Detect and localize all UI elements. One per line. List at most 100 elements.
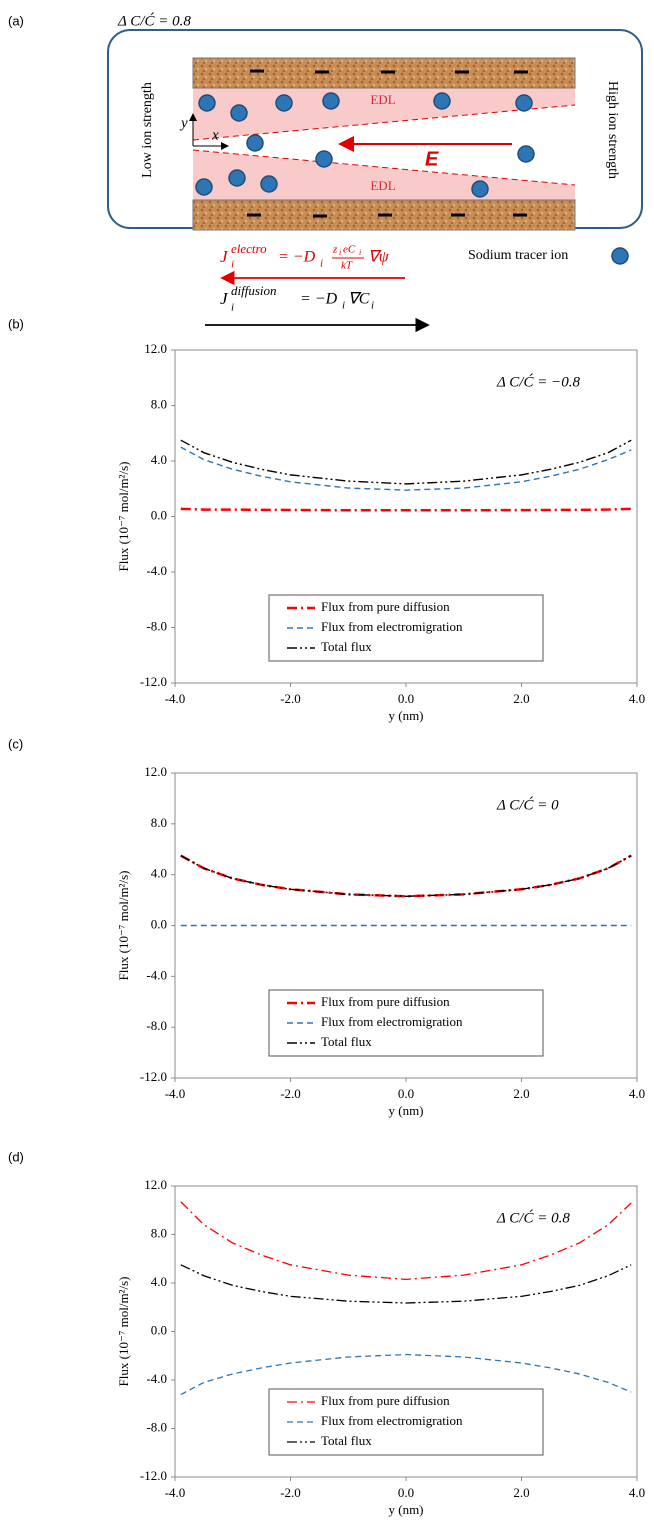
edl-boundary (192, 104, 576, 141)
chart: (b) -12.0 -8.0 -4.0 0.0 4.0 8.0 12.0 -4.0 -2.0 0.0… (8, 316, 645, 723)
eq-text: kT (341, 260, 353, 272)
panel-label: (d) (8, 1149, 24, 1164)
series-line (180, 507, 632, 512)
legend-label: Flux from electromigration (321, 1413, 463, 1428)
y-tick-label: 4.0 (151, 452, 167, 467)
tracer-label: Sodium tracer ion (468, 248, 568, 263)
eq-text: i (320, 258, 323, 270)
y-tick-label: -12.0 (140, 1069, 167, 1084)
legend-label: Flux from electromigration (321, 619, 463, 634)
eq-text: J (220, 247, 229, 266)
ratio-label: Δ C/Ć = 0.8 (117, 12, 191, 29)
annotation: Δ C/Ć = −0.8 (496, 373, 580, 390)
legend-label: Total flux (321, 1034, 372, 1049)
y-tick-label: 0.0 (151, 916, 167, 931)
panel-a: (a) Δ C/Ć = 0.8 EDL EDL E y x Low ion st… (8, 12, 643, 333)
x-tick-label: 0.0 (398, 1485, 414, 1500)
edl-label: EDL (370, 178, 395, 193)
y-tick-label: 0.0 (151, 507, 167, 522)
y-tick-label: 8.0 (151, 1225, 167, 1240)
equation-electro: J i electro = −D i z i eC i kT ∇ψ (220, 241, 390, 272)
x-tick-label: -4.0 (165, 1485, 186, 1500)
eq-text: = −D (300, 291, 338, 308)
panel-label: (c) (8, 736, 23, 751)
x-tick-label: 4.0 (629, 691, 645, 706)
high-label: High ion strength (605, 81, 620, 179)
panel-label: (b) (8, 316, 24, 331)
y-tick-label: -12.0 (140, 674, 167, 689)
panel-label: (a) (8, 13, 24, 28)
tracer-ions (195, 92, 629, 265)
x-axis-label: y (nm) (388, 708, 423, 723)
y-tick-label: 0.0 (151, 1322, 167, 1337)
y-axis-label: Flux (10⁻⁷ mol/m²/s) (116, 462, 131, 572)
series-line (180, 446, 632, 491)
axis-y-label: y (179, 115, 188, 131)
y-tick-label: 8.0 (151, 815, 167, 830)
x-tick-label: 2.0 (513, 1485, 529, 1500)
x-axis-label: y (nm) (388, 1103, 423, 1118)
series-line (180, 439, 632, 485)
x-axis-label: y (nm) (388, 1502, 423, 1517)
y-tick-label: -8.0 (146, 1419, 167, 1434)
legend-label: Total flux (321, 639, 372, 654)
y-tick-label: -4.0 (146, 1371, 167, 1386)
eq-text: ∇C (348, 291, 370, 308)
eq-text: ∇ψ (368, 249, 390, 266)
eq-text: J (220, 289, 229, 308)
y-tick-label: -4.0 (146, 563, 167, 578)
eq-text: i (342, 300, 345, 312)
equation-diffusion: J i diffusion = −D i ∇C i (220, 283, 374, 314)
x-tick-label: 4.0 (629, 1485, 645, 1500)
legend-box (268, 989, 544, 1057)
eq-text: i (339, 248, 341, 257)
edl-label: EDL (370, 92, 395, 107)
low-label: Low ion strength (140, 82, 155, 178)
field-label: E (425, 148, 439, 170)
legend-label: Flux from electromigration (321, 1014, 463, 1029)
y-axis-label: Flux (10⁻⁷ mol/m²/s) (116, 871, 131, 981)
eq-text: diffusion (231, 283, 277, 298)
y-tick-label: 4.0 (151, 866, 167, 881)
series-line (180, 1264, 632, 1304)
y-tick-label: -8.0 (146, 618, 167, 633)
axis-x-label: x (211, 127, 219, 143)
eq-text: electro (231, 241, 267, 256)
eq-text: = −D (278, 249, 316, 266)
legend-label: Flux from pure diffusion (321, 599, 450, 614)
series-line (180, 1201, 632, 1281)
legend-box (268, 1388, 544, 1456)
eq-text: eC (343, 244, 356, 256)
y-tick-label: 12.0 (144, 1177, 167, 1192)
y-tick-label: -8.0 (146, 1018, 167, 1033)
legend-label: Flux from pure diffusion (321, 1393, 450, 1408)
eq-text: i (359, 248, 361, 257)
x-tick-label: 4.0 (629, 1086, 645, 1101)
annotation: Δ C/Ć = 0.8 (496, 1209, 570, 1226)
series-line (180, 854, 632, 897)
y-tick-label: -4.0 (146, 967, 167, 982)
series-line (180, 1353, 632, 1396)
eq-text: i (371, 300, 374, 312)
x-tick-label: -2.0 (280, 1086, 301, 1101)
x-tick-label: -2.0 (280, 1485, 301, 1500)
legend-box (268, 594, 544, 662)
y-tick-label: -12.0 (140, 1468, 167, 1483)
y-tick-label: 4.0 (151, 1274, 167, 1289)
legend-label: Flux from pure diffusion (321, 994, 450, 1009)
x-tick-label: -4.0 (165, 1086, 186, 1101)
x-tick-label: 2.0 (513, 691, 529, 706)
y-tick-label: 12.0 (144, 341, 167, 356)
x-tick-label: -2.0 (280, 691, 301, 706)
eq-text: i (231, 259, 234, 271)
edl-boundary (192, 149, 576, 186)
x-tick-label: 0.0 (398, 691, 414, 706)
x-tick-label: -4.0 (165, 691, 186, 706)
y-tick-label: 8.0 (151, 396, 167, 411)
legend-label: Total flux (321, 1433, 372, 1448)
chart: (c) -12.0 -8.0 -4.0 0.0 4.0 8.0 12.0 -4.0 -2.0 0.0… (8, 736, 645, 1118)
eq-text: i (231, 302, 234, 314)
y-axis-label: Flux (10⁻⁷ mol/m²/s) (116, 1277, 131, 1387)
